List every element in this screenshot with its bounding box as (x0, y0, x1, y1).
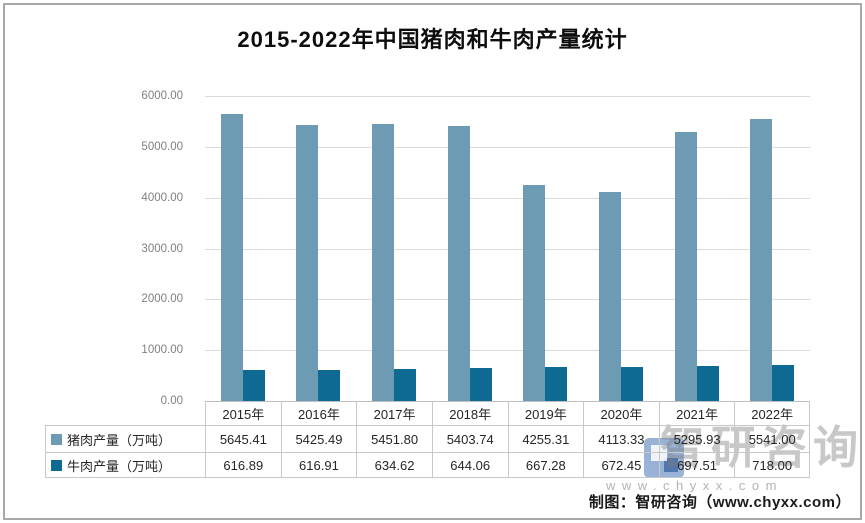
table-value-cell: 5645.41 (205, 425, 281, 452)
bar-pork-2015年 (220, 114, 243, 401)
table-value-cell: 5295.93 (658, 425, 735, 452)
gridline-5000 (205, 146, 810, 148)
table-value-cell: 616.89 (205, 452, 281, 478)
table-year-header: 2019年 (507, 401, 584, 425)
table-value-cell: 697.51 (658, 452, 735, 478)
table-year-header: 2015年 (205, 401, 281, 425)
legend-row-label: 猪肉产量（万吨） (45, 425, 205, 452)
table-value-cell: 718.00 (734, 452, 810, 478)
y-axis-tick-label: 5000.00 (141, 140, 183, 153)
table-value-cell: 616.91 (280, 452, 357, 478)
bar-pork-2022年 (750, 119, 773, 401)
table-value-cell: 4255.31 (507, 425, 584, 452)
chart-title: 2015-2022年中国猪肉和牛肉产量统计 (237, 27, 628, 52)
legend-row-label: 牛肉产量（万吨） (45, 452, 205, 478)
table-corner-cell (45, 401, 205, 425)
y-axis-tick-label: 0.00 (160, 395, 183, 407)
bar-beef-2018年 (469, 368, 492, 401)
table-year-header: 2016年 (280, 401, 357, 425)
table-year-header: 2018年 (431, 401, 508, 425)
gridline-1000 (205, 350, 810, 352)
gridline-2000 (205, 299, 810, 301)
table-year-header: 2022年 (734, 401, 810, 425)
y-axis-tick-label: 6000.00 (141, 90, 183, 102)
data-table: 2015年 2016年 2017年 2018年 2019年 2020年 2021年 2022年… (45, 401, 810, 478)
table-value-cell: 5451.80 (356, 425, 432, 452)
bar-pork-2020年 (598, 191, 621, 401)
bar-pork-2019年 (523, 184, 546, 401)
table-value-cell: 634.62 (356, 452, 432, 478)
table-value-cell: 672.45 (583, 452, 659, 478)
legend-row-label-text: 猪肉产量（万吨） (67, 432, 172, 448)
bar-pork-2016年 (296, 125, 319, 401)
y-axis-tick-label: 4000.00 (141, 191, 183, 204)
bar-pork-2021年 (674, 131, 697, 401)
table-value-cell: 5403.74 (431, 425, 508, 452)
gridline-3000 (205, 248, 810, 250)
bar-pork-2018年 (447, 126, 470, 401)
footer-credit: 制图：智研咨询（www.chyxx.com） (588, 494, 851, 511)
bar-pork-2017年 (372, 123, 395, 401)
bar-beef-2015年 (242, 369, 265, 401)
y-axis-tick-label: 2000.00 (141, 293, 183, 306)
legend-swatch-beef (51, 459, 62, 471)
legend-swatch-pork (51, 433, 62, 445)
bar-beef-2020年 (620, 366, 643, 401)
bar-beef-2022年 (772, 364, 795, 401)
legend-row-label-text: 牛肉产量（万吨） (67, 458, 172, 474)
y-axis-tick-label: 3000.00 (141, 242, 183, 255)
gridline-4000 (205, 197, 810, 199)
table-value-cell: 644.06 (431, 452, 508, 478)
table-year-header: 2020年 (583, 401, 659, 425)
bar-beef-2019年 (545, 367, 568, 401)
table-year-header: 2021年 (658, 401, 735, 425)
table-value-cell: 5425.49 (280, 425, 357, 452)
table-year-header: 2017年 (356, 401, 432, 425)
bar-beef-2016年 (318, 369, 341, 401)
table-value-cell: 667.28 (507, 452, 584, 478)
bar-beef-2021年 (696, 365, 719, 401)
table-value-cell: 4113.33 (583, 425, 659, 452)
bar-beef-2017年 (394, 368, 417, 401)
gridline-6000 (205, 96, 810, 97)
table-value-cell: 5541.00 (734, 425, 810, 452)
y-axis-tick-label: 1000.00 (141, 344, 183, 357)
